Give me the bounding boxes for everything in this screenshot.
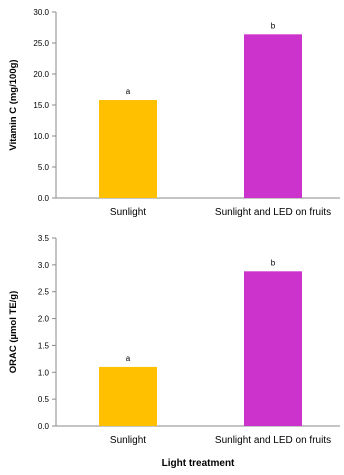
- x-axis-title: Light treatment: [162, 458, 235, 469]
- significance-label: a: [126, 87, 131, 96]
- bar-sunlight: [99, 366, 157, 426]
- y-tick-label: 25.0: [33, 39, 49, 48]
- y-tick-label: 30.0: [33, 8, 49, 17]
- y-tick-label: 0.0: [38, 422, 50, 431]
- y-axis-title: Vitamin C (mg/100g): [8, 59, 19, 150]
- bar-sunlight-led: [244, 34, 302, 198]
- orac-chart: 0.0 0.5 1.0 1.5 2.0 2.5 3.0 3.5 a Sunlight b Sunlig…: [8, 234, 340, 469]
- y-tick-label: 15.0: [33, 101, 49, 110]
- y-tick-label: 1.5: [38, 341, 50, 350]
- x-category-label: Sunlight and LED on fruits: [215, 207, 331, 218]
- significance-label: a: [126, 354, 131, 363]
- y-tick-label: 5.0: [38, 163, 50, 172]
- x-category-label: Sunlight: [110, 207, 146, 218]
- y-tick-label: 10.0: [33, 132, 49, 141]
- y-axis-title: ORAC (µmol TE/g): [8, 291, 19, 374]
- y-tick-label: 2.5: [38, 288, 50, 297]
- bar-sunlight: [99, 100, 157, 198]
- y-tick-label: 3.5: [38, 234, 50, 243]
- y-tick-label: 1.0: [38, 368, 50, 377]
- y-tick-label: 20.0: [33, 70, 49, 79]
- y-tick-label: 0.5: [38, 395, 50, 404]
- bar-sunlight-led: [244, 271, 302, 426]
- x-category-label: Sunlight: [110, 435, 146, 446]
- y-tick-label: 2.0: [38, 315, 50, 324]
- y-tick-label: 0.0: [38, 194, 50, 203]
- x-category-label: Sunlight and LED on fruits: [215, 435, 331, 446]
- vitamin-c-chart: 0.0 5.0 10.0 15.0 20.0 25.0 30.0 a Sunlight b Sunl…: [8, 8, 340, 218]
- significance-label: b: [271, 21, 276, 30]
- y-tick-label: 3.0: [38, 261, 50, 270]
- significance-label: b: [271, 258, 276, 267]
